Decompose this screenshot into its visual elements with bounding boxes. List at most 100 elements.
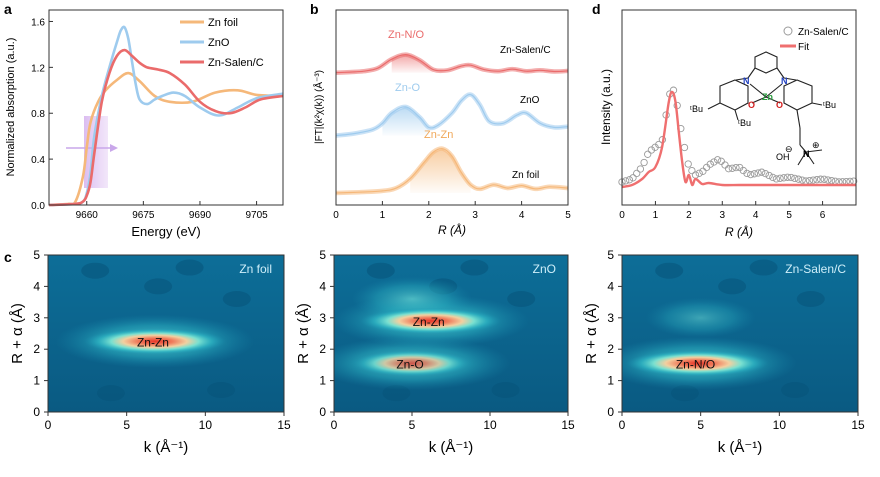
exp-point (798, 176, 806, 184)
wavelet-ytick-label: 2 (319, 342, 326, 356)
exp-point (758, 168, 766, 176)
exp-point (629, 174, 637, 182)
exp-point (625, 176, 634, 184)
wavelet-ytick-label: 4 (33, 279, 40, 293)
axis-b-xtick-label: 5 (565, 210, 571, 221)
charge-minus: ⊖ (785, 144, 793, 154)
wavelet-xtick-label: 10 (483, 418, 497, 432)
wavelet-texture (796, 290, 825, 307)
tbu-label-1: ᵗBu (690, 104, 703, 114)
exp-point (640, 158, 648, 167)
wavelet-texture (207, 382, 236, 399)
wavelet-peak-label: Zn-Zn (137, 335, 169, 349)
wavelet-xtick-label: 10 (773, 418, 787, 432)
legend-label-zno: ZnO (208, 37, 230, 49)
wavelet-xtick-label: 0 (619, 418, 626, 432)
legend-label-exp: Zn-Salen/C (798, 27, 849, 38)
exp-point (809, 176, 817, 184)
wavelet-texture (460, 259, 489, 276)
axis-a-ytick-label: 0.0 (31, 201, 45, 212)
wavelet-peak (360, 307, 501, 335)
exp-point (783, 173, 792, 181)
annotation-zn-o: Zn-O (395, 82, 421, 94)
wavelet-panel-zn-foil: Zn-Zn Zn foil 0 5 10 15 0 1 2 3 4 5 k (Å⁻¹) R + α (Å) (9, 248, 291, 456)
atom-n-left: N (743, 76, 750, 86)
axis-a-xtick-label: 9705 (245, 210, 268, 221)
exp-point (647, 146, 656, 154)
exp-point (750, 170, 759, 178)
plot-d-lines (618, 86, 858, 189)
wavelet-title: Zn-Salen/C (785, 262, 846, 276)
legend-label-fit: Fit (798, 42, 809, 53)
molecule-labels: Zn N N O O ᵗBu ᵗBu ᵗBu ᵗBu N ⊕ ⊖ OH (690, 38, 836, 162)
wavelet-texture (718, 278, 747, 295)
exp-point (732, 163, 740, 172)
wavelet-texture (749, 259, 778, 276)
series-fit-zn-salen (335, 53, 569, 74)
plot-d-frame (621, 9, 857, 206)
wavelet-ytick-label: 2 (33, 342, 40, 356)
exp-point (754, 169, 762, 177)
plot-b-lines (335, 52, 569, 196)
wavelet-peak-label: Zn-Zn (413, 315, 445, 329)
exp-point (680, 143, 689, 152)
wavelet-peak (351, 349, 473, 377)
wavelet-ylabel: R + α (Å) (9, 303, 26, 364)
exp-point (765, 171, 773, 180)
wavelet-ytick-label: 1 (607, 374, 614, 388)
wavelet-xtick-label: 5 (697, 418, 704, 432)
wavelet-ytick-label: 4 (319, 279, 326, 293)
tbu-label-3: ᵗBu (823, 100, 836, 110)
exp-point (747, 170, 755, 179)
axis-b-xtick-label: 4 (519, 210, 525, 221)
series-line-zno (48, 25, 284, 207)
ylabel-a: Normalized absorption (a.u.) (5, 38, 17, 177)
exp-point (691, 171, 700, 179)
axis-d-xtick-label: 3 (720, 210, 726, 221)
wavelet-peak (626, 349, 769, 377)
tbu-label-4: ᵗBu (740, 38, 753, 48)
wavelet-xtick-label: 5 (409, 418, 416, 432)
exp-point (706, 160, 714, 168)
axis-b-xtick-label: 2 (426, 210, 432, 221)
wavelet-panel-zn-salen: Zn-N/O Zn-Salen/C 0 5 10 15 0 1 2 3 4 5 k (Å⁻¹) R + α… (583, 248, 865, 456)
wavelet-ytick-label: 0 (607, 405, 614, 419)
legend-label-zn-foil: Zn foil (208, 17, 238, 29)
axis-a-ytick-label: 1.6 (31, 17, 45, 28)
plot-a-lines (48, 25, 284, 207)
wavelet-texture (781, 382, 810, 399)
exp-point (743, 169, 751, 178)
axis-d-xtick-label: 0 (619, 210, 625, 221)
series-line-zn-foil (48, 71, 284, 207)
panel-label-d: d (592, 1, 601, 17)
wavelet-ytick-label: 3 (33, 311, 40, 325)
wavelet-ridge (645, 297, 756, 338)
wavelet-frame (333, 254, 569, 413)
xlabel-d: R (Å) (725, 224, 753, 239)
annotation-zn-zn: Zn-Zn (424, 129, 453, 141)
wavelet-ytick-label: 3 (607, 311, 614, 325)
exp-point (772, 175, 781, 183)
wavelet-panel-zno: Zn-Zn Zn-O ZnO 0 5 10 15 0 1 2 3 4 5 k (Å⁻¹) R + α (Å) (295, 248, 575, 456)
wavelet-xtick-label: 15 (851, 418, 865, 432)
panel-label-c: c (4, 249, 12, 265)
xlabel-a: Energy (eV) (131, 224, 200, 239)
exp-point (724, 165, 733, 173)
wavelet-peak-label: Zn-O (396, 357, 423, 371)
wavelet-xtick-label: 15 (277, 418, 291, 432)
axis-d-xtick-label: 5 (786, 210, 792, 221)
wavelet-ytick-label: 5 (607, 248, 614, 262)
exp-point (816, 175, 825, 183)
atom-o-right: O (776, 100, 783, 110)
phenol-ring-right (783, 79, 813, 111)
exp-point (791, 174, 799, 183)
molecule-zn-salen (707, 51, 823, 166)
axis-a-xtick-label: 9690 (189, 210, 212, 221)
exp-point (710, 158, 718, 166)
exp-point (695, 169, 703, 177)
wavelet-ytick-label: 5 (319, 248, 326, 262)
wavelet-ytick-label: 2 (607, 342, 614, 356)
axis-d-xtick-label: 2 (686, 210, 692, 221)
exp-point (761, 169, 770, 178)
